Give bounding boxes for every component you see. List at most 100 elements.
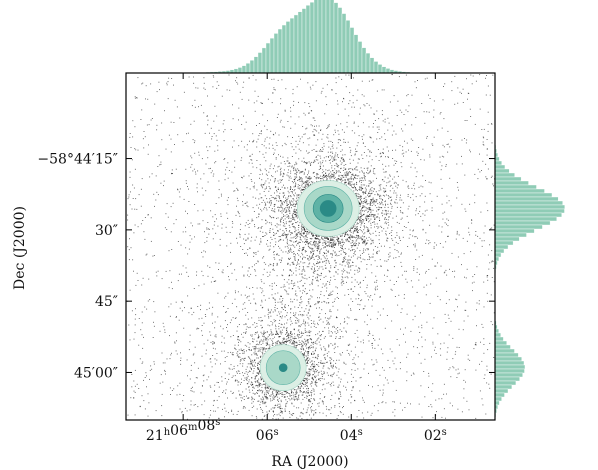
data-point [317,255,319,257]
data-point [391,235,393,236]
data-point [407,186,409,188]
data-point [293,256,295,258]
data-point [332,301,334,303]
data-point [303,228,305,230]
data-point [404,140,405,142]
data-point [331,253,333,255]
data-point [347,272,349,274]
data-point [386,223,387,225]
data-point [318,169,320,170]
data-point [328,238,329,239]
data-point [284,323,285,325]
data-point [256,189,258,191]
data-point [370,224,372,226]
data-point [393,192,395,194]
data-point [350,149,352,151]
data-point [316,385,318,387]
data-point [362,242,364,244]
data-point [323,143,325,145]
data-point [236,197,238,199]
data-point [287,175,289,177]
data-point [309,243,311,245]
data-point [313,128,315,130]
data-point [305,177,307,179]
data-point [237,210,239,212]
data-point [390,203,392,205]
data-point [250,173,252,174]
data-point [318,378,320,380]
data-point [226,383,227,385]
data-point [302,285,304,287]
data-point [266,394,267,396]
data-point [376,207,378,209]
data-point [277,393,279,395]
data-point [334,251,336,253]
data-point [391,289,393,291]
data-point [372,197,374,199]
data-point [430,182,432,184]
data-point [262,347,264,349]
data-point [375,155,377,157]
data-point [277,166,279,168]
data-point [273,254,275,256]
data-point [284,233,286,235]
data-point [319,161,321,163]
data-point [362,219,363,220]
data-point [357,169,359,171]
data-point [290,220,292,222]
data-point [357,303,359,305]
data-point [286,199,287,201]
data-point [278,210,280,212]
data-point [341,276,343,278]
data-point [365,191,367,193]
data-point [350,177,352,179]
data-point [417,213,419,215]
data-point [374,194,376,196]
data-point [360,220,362,222]
data-point [295,209,297,210]
data-point [333,178,335,179]
data-point [433,246,435,248]
histogram-bar [273,33,279,74]
data-point [370,227,372,229]
data-point [360,180,362,181]
data-point [364,239,366,241]
data-point [274,299,276,301]
data-point [326,258,328,260]
data-point [328,140,330,142]
data-point [331,177,333,179]
data-point [260,183,262,185]
data-point [341,129,343,131]
data-point [347,259,349,261]
data-point [344,169,346,171]
data-point [363,233,365,235]
histogram-bar [245,63,251,74]
data-point [375,286,377,288]
data-point [276,390,277,392]
data-point [322,374,324,376]
data-point [293,168,295,170]
data-point [350,256,352,258]
data-point [281,274,283,276]
data-point [359,213,361,215]
data-point [372,141,374,143]
data-point [344,180,346,182]
data-point [337,154,339,156]
data-point [319,393,321,395]
data-point [304,397,306,398]
data-point [303,162,305,163]
data-point [273,206,275,207]
data-point [289,210,291,212]
data-point [297,259,299,260]
histogram-bar [277,28,283,74]
data-point [270,179,271,181]
data-point [315,144,317,146]
data-point [356,194,358,196]
data-point [384,222,386,224]
data-point [353,236,355,238]
data-point [361,136,363,138]
data-point [289,399,291,401]
data-point [330,279,331,281]
data-point [302,289,304,291]
data-point [307,179,309,181]
